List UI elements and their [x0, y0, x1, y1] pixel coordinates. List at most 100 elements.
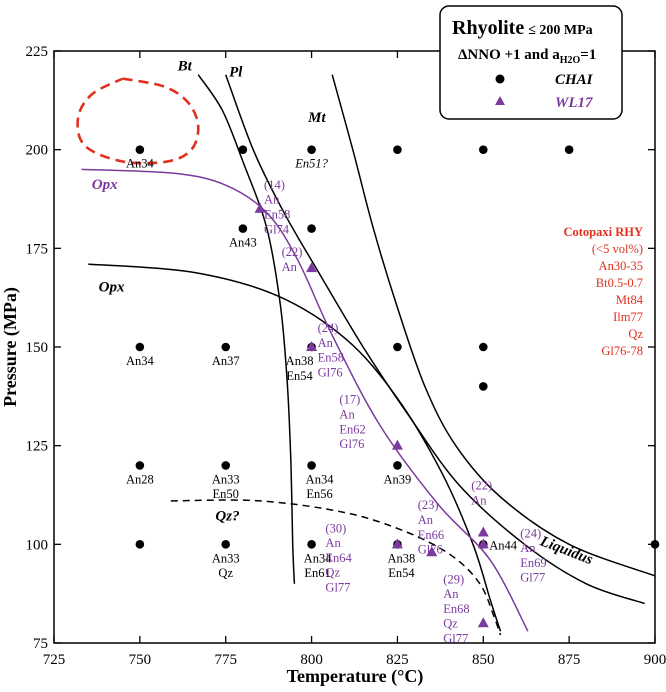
point-label-wl17: An: [443, 587, 459, 601]
point-label-wl17: Qz: [443, 617, 458, 631]
point-chai: [135, 342, 145, 352]
curve-red-field: [76, 77, 200, 165]
point-chai: [238, 224, 248, 233]
point-wl17: [426, 546, 438, 557]
curve-label-pl: Pl: [229, 65, 243, 81]
curve-label-opx: Opx: [99, 280, 125, 296]
point-chai: [221, 540, 231, 549]
curve-opx: [81, 168, 529, 632]
point-chai: [307, 224, 316, 233]
annotation-line: (<5 vol%): [592, 242, 643, 256]
curve-label-qz: Qz?: [215, 509, 239, 525]
legend-title-main: Rhyolite: [452, 17, 524, 39]
point-wl17: [254, 202, 266, 213]
annotation-line: Bt0.5-0.7: [596, 276, 643, 290]
y-tick-label: 200: [26, 143, 49, 159]
point-label-wl17: An: [264, 193, 280, 207]
x-tick-label: 775: [214, 652, 237, 668]
legend-subtitle: ΔNNO +1 and aH2O=1: [458, 47, 596, 66]
point-label-chai: En51?: [294, 157, 328, 171]
point-chai: [307, 145, 316, 154]
curve-mt: [331, 74, 656, 577]
point-chai: [135, 540, 145, 549]
legend-frame: [439, 5, 623, 120]
point-label-chai: An34: [306, 472, 335, 486]
point-label-wl17: Gl76: [318, 365, 343, 379]
legend-subtitle-sub: H2O: [560, 55, 581, 66]
legend-title: Rhyolite ≤ 200 MPa: [452, 17, 593, 39]
point-chai: [135, 145, 145, 154]
point-label-wl17: (24): [318, 321, 339, 335]
y-tick-label: 225: [26, 44, 49, 60]
point-chai: [238, 145, 248, 154]
point-chai: [478, 342, 488, 352]
point-label-chai: An38: [286, 354, 314, 368]
legend-marker-wl17: [495, 96, 505, 105]
point-label-chai: En54: [286, 369, 313, 383]
point-label-chai: An33: [212, 472, 240, 486]
point-label-chai: En56: [306, 487, 332, 501]
x-tick-label: 800: [300, 652, 323, 668]
curve-opx: [88, 263, 502, 632]
point-label-wl17: Gl77: [325, 581, 350, 595]
point-label-wl17: An: [339, 407, 355, 421]
point-label-wl17: An: [325, 536, 341, 550]
point-label-chai: An37: [212, 354, 240, 368]
point-label-wl17: Gl76: [418, 543, 443, 557]
point-label-wl17: En64: [325, 551, 352, 565]
point-wl17: [477, 617, 489, 628]
x-tick-label: 875: [558, 652, 581, 668]
point-chai: [393, 145, 402, 154]
point-label-wl17: (29): [443, 572, 464, 586]
x-tick-label: 825: [386, 652, 409, 668]
data-points: [135, 145, 660, 628]
point-label-wl17: (24): [520, 526, 541, 540]
point-label-wl17: En58: [318, 351, 344, 365]
x-axis-title: Temperature (°C): [287, 666, 424, 687]
x-tick-label: 900: [644, 652, 666, 668]
point-chai: [650, 540, 660, 549]
annotation-line: An30-35: [599, 259, 643, 273]
point-label-wl17: (22): [471, 478, 492, 492]
annotation-title: Cotopaxi RHY: [563, 225, 643, 239]
point-label-wl17: Qz: [325, 566, 340, 580]
point-label-chai: An38: [388, 551, 416, 565]
point-wl17: [391, 439, 403, 450]
point-label-wl17: En69: [520, 556, 546, 570]
point-wl17: [306, 341, 318, 351]
point-label-chai: Qz: [218, 566, 233, 580]
point-label-chai: An44: [489, 538, 518, 552]
point-chai: [564, 145, 574, 154]
point-label-chai: En61: [304, 566, 330, 580]
annotation-line: Qz: [628, 327, 643, 341]
phase-curves: [76, 74, 656, 636]
legend-label-chai: CHAI: [555, 72, 594, 88]
point-label-chai: An39: [384, 472, 412, 486]
point-chai: [135, 461, 145, 470]
legend-label-wl17: WL17: [555, 95, 593, 111]
point-chai: [307, 540, 316, 549]
point-label-wl17: En58: [264, 207, 290, 221]
point-label-chai: An34: [126, 157, 155, 171]
y-tick-label: 175: [26, 241, 49, 257]
point-label-wl17: (22): [282, 245, 303, 259]
point-wl17: [477, 526, 489, 537]
annotation-line: Gl76-78: [601, 344, 643, 358]
point-label-wl17: Gl74: [264, 222, 290, 236]
legend-subtitle-prefix: ΔNNO +1 and a: [458, 47, 560, 63]
point-label-wl17: Gl76: [339, 437, 364, 451]
point-label-wl17: An: [520, 541, 536, 555]
curve-label-mt: Mt: [307, 110, 326, 126]
curve-pl: [224, 74, 645, 605]
point-wl17: [477, 538, 489, 549]
point-chai: [307, 461, 316, 470]
point-label-wl17: En66: [418, 528, 444, 542]
point-label-chai: An43: [229, 236, 257, 250]
point-label-wl17: An: [471, 493, 487, 507]
point-label-wl17: (23): [418, 498, 439, 512]
legend-subtitle-suffix: =1: [580, 47, 596, 63]
curve-bt: [197, 74, 296, 584]
legend-marker-chai: [495, 74, 505, 84]
point-label-wl17: Gl77: [520, 571, 545, 585]
